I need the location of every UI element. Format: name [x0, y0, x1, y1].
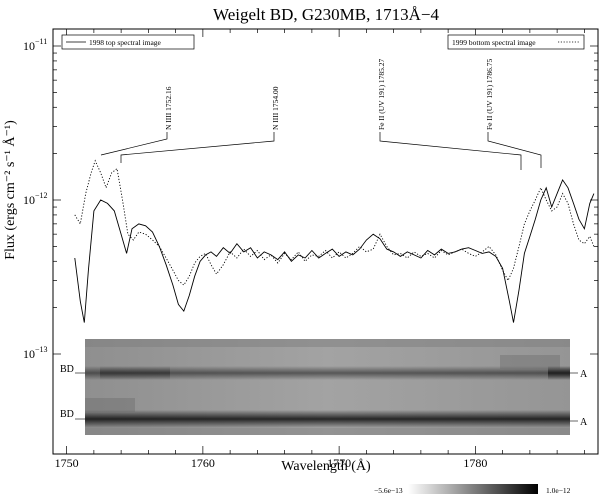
y-ticks: [53, 45, 598, 355]
y-tick-label: 10−13: [23, 345, 48, 361]
colorbar-min-label: −5.6e−13: [374, 486, 403, 495]
colorbar: −5.6e−13 1.0e−12: [374, 484, 571, 495]
label-fe-ii-1785: Fe II (UV 191) 1785.27: [377, 58, 386, 130]
x-tick-label: 1780: [463, 456, 487, 470]
chart-title: Weigelt BD, G230MB, 1713Å−4: [213, 5, 439, 24]
legend-left: 1998 top spectral image: [61, 34, 195, 50]
line-id-markers: N IIII 1752.16 N IIII 1754.00 Fe II (UV …: [100, 58, 542, 170]
x-axis-label: Wavelength (Å): [281, 458, 371, 474]
spectral-image-labels: BD BD A A: [60, 364, 588, 428]
label-n-iiii-1754: N IIII 1754.00: [271, 86, 280, 130]
spectrum-trace-bottom: [85, 410, 570, 428]
y-tick-label: 10−12: [23, 191, 48, 207]
x-ticks: [66, 29, 585, 454]
y-tick-labels: 10−11 10−12 10−13: [23, 37, 48, 361]
image-label-a-top: A: [580, 369, 588, 380]
series-1999-line: [74, 159, 595, 286]
image-label-a-bottom: A: [580, 417, 588, 428]
colorbar-gradient: [408, 484, 538, 494]
legend-label-1998: 1998 top spectral image: [89, 38, 162, 47]
label-fe-ii-1786: Fe II (UV 191) 1786.75: [485, 58, 494, 130]
series-1998-line: [74, 178, 595, 323]
image-label-bd-top: BD: [60, 364, 74, 375]
x-tick-label: 1760: [191, 456, 215, 470]
marker-fe-ii-1786: [487, 132, 542, 168]
x-tick-labels: 1750 1760 1770 1780: [55, 456, 488, 470]
spectrum-trace-top: [85, 366, 570, 380]
image-label-bd-bottom: BD: [60, 409, 74, 420]
marker-fe-ii-1785: [379, 132, 522, 170]
legend-right: 1999 bottom spectral image: [447, 34, 585, 50]
y-axis-label: Flux (ergs cm⁻² s⁻¹ Å⁻¹): [2, 120, 18, 260]
x-tick-label: 1770: [327, 456, 351, 470]
x-tick-label: 1750: [55, 456, 79, 470]
spectral-image: [85, 339, 570, 435]
legend-label-1999: 1999 bottom spectral image: [452, 38, 536, 47]
y-tick-label: 10−11: [23, 37, 47, 53]
colorbar-max-label: 1.0e−12: [546, 486, 571, 495]
label-n-iiii-1752: N IIII 1752.16: [164, 86, 173, 130]
marker-n-iiii-1752: [100, 132, 168, 156]
marker-n-iiii-1754: [120, 132, 275, 163]
plot-frame: [52, 28, 599, 455]
